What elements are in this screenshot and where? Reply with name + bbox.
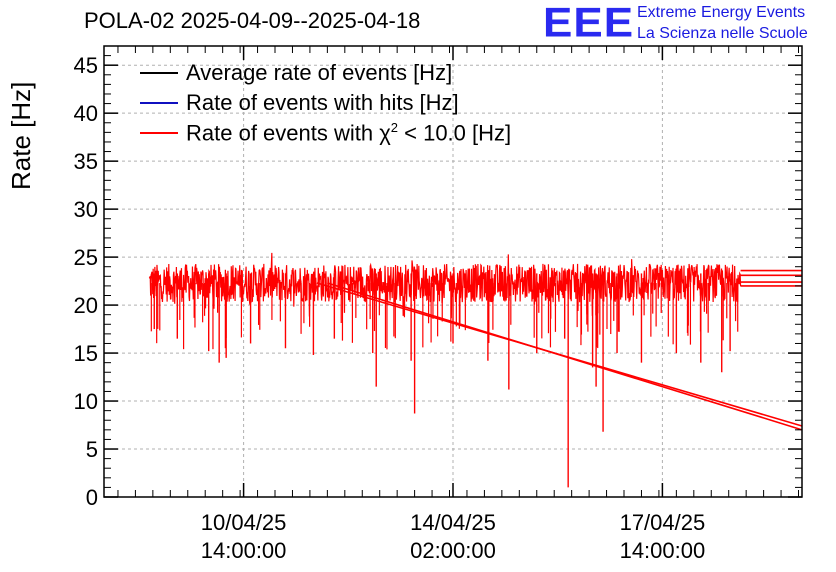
y-tick-label: 0 [86,485,98,510]
chart-title: POLA-02 2025-04-09--2025-04-18 [84,8,421,33]
legend-chi2-symbol: χ [379,120,391,146]
legend-chi2-post: < 10.0 [Hz] [398,120,512,146]
legend-item-average: Average rate of events [Hz] [140,58,511,88]
legend-swatch-hits [140,102,178,104]
y-tick-label: 45 [74,53,98,78]
x-tick-label-time: 14:00:00 [201,538,287,563]
x-tick-label-date: 10/04/25 [201,510,287,535]
series-chi2-tail [327,282,803,431]
y-tick-label: 15 [74,341,98,366]
legend-chi2-sup: 2 [390,119,399,135]
y-tick-label: 20 [74,293,98,318]
y-tick-label: 25 [74,245,98,270]
series-chi2-band [148,252,742,319]
y-tick-label: 40 [74,101,98,126]
legend-item-hits: Rate of events with hits [Hz] [140,88,511,118]
legend-item-chi2: Rate of events with χ2 < 10.0 [Hz] [140,118,511,148]
legend: Average rate of events [Hz] Rate of even… [140,58,511,148]
series-layer [148,252,803,488]
axes: 0 5 10 15 20 25 30 35 40 45 10/04/25 14:00:00 14/04/… [74,45,803,563]
logo-caption-2: La Scienza nelle Scuole [637,25,808,42]
legend-label-hits: Rate of events with hits [Hz] [186,90,459,115]
legend-swatch-average [140,72,178,74]
y-tick-label: 35 [74,149,98,174]
y-tick-label: 30 [74,197,98,222]
y-axis-label: Rate [Hz] [6,81,36,190]
y-tick-label: 10 [74,389,98,414]
legend-chi2-pre: Rate of events with [186,120,380,146]
x-tick-label-time: 14:00:00 [620,538,706,563]
x-tick-label-date: 14/04/25 [410,510,496,535]
eee-logo: EEE [543,0,635,46]
x-tick-label-time: 02:00:00 [410,538,496,563]
legend-label-average: Average rate of events [Hz] [186,60,453,85]
legend-swatch-chi2 [140,132,178,134]
y-tick-label: 5 [86,437,98,462]
x-tick-label-date: 17/04/25 [620,510,706,535]
logo-caption-1: Extreme Energy Events [637,4,806,21]
legend-label-chi2: Rate of events with χ2 < 10.0 [Hz] [186,120,511,146]
